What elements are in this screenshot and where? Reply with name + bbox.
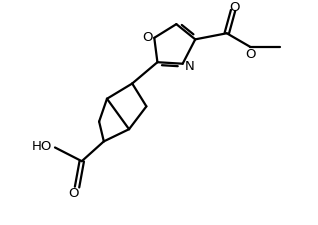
Text: N: N [185, 59, 194, 72]
Text: O: O [229, 1, 240, 14]
Text: O: O [142, 31, 153, 44]
Text: O: O [245, 48, 256, 61]
Text: O: O [69, 186, 79, 199]
Text: HO: HO [31, 140, 52, 153]
